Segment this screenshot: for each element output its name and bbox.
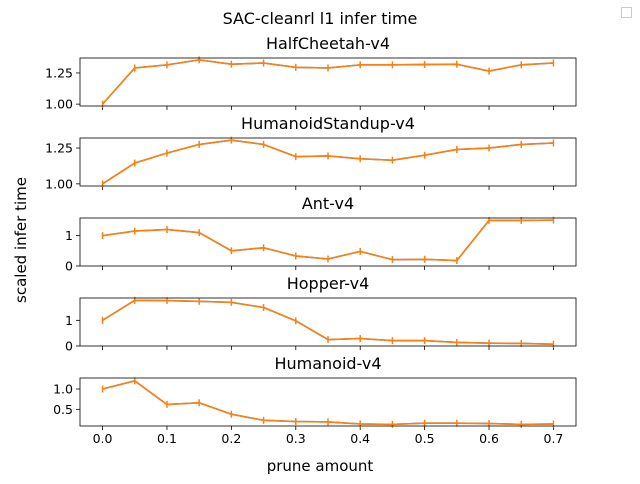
x-tick-label: 0.2: [221, 431, 241, 446]
series-line: [102, 219, 554, 262]
subplot-title: Hopper-v4: [287, 274, 370, 293]
subplot-title: Ant-v4: [302, 194, 354, 213]
series-line: [102, 139, 554, 185]
subplot-title: HumanoidStandup-v4: [241, 114, 415, 133]
y-axis-label: scaled infer time: [12, 177, 30, 303]
subplot-5: Humanoid-v4 0.5 1.0 0.0 0.1 0.2 0.3 0.4 0.5 0.6 0.…: [53, 354, 577, 446]
panels: HalfCheetah-v41.001.25HumanoidStandup-v4…: [45, 34, 577, 446]
y-tick-label: 1.0: [53, 381, 73, 396]
series-line-underlay: [102, 380, 554, 426]
axes-frame: [79, 57, 577, 107]
y-tick-label: 1.00: [45, 176, 73, 191]
x-tick-label: 0.0: [93, 431, 113, 446]
figure-suptitle: SAC-cleanrl l1 infer time: [223, 9, 418, 28]
subplot-4: Hopper-v4 0 1: [65, 274, 577, 354]
x-tick-label: 0.5: [415, 431, 435, 446]
empty-legend-box: [621, 7, 632, 18]
x-tick-label: 0.6: [479, 431, 499, 446]
y-tick-label: 1: [65, 313, 73, 328]
axes-frame: [79, 137, 577, 187]
y-tick-label: 1.25: [45, 65, 73, 80]
series-line-underlay: [102, 219, 554, 262]
subplot-1: HalfCheetah-v4 1.00 1.25: [45, 34, 577, 112]
subplot-3: Ant-v4 0 1: [65, 194, 577, 274]
x-tick-label: 0.7: [544, 431, 564, 446]
y-tick-label: 0: [65, 259, 73, 274]
axes-frame: [79, 377, 577, 427]
x-tick-label: 0.3: [286, 431, 306, 446]
x-tick-label: 0.4: [350, 431, 370, 446]
subplot-title: HalfCheetah-v4: [266, 34, 390, 53]
axes-frame: [79, 297, 577, 347]
y-tick-label: 1: [65, 228, 73, 243]
y-tick-label: 0.5: [53, 402, 73, 417]
subplot-title: Humanoid-v4: [274, 354, 381, 373]
y-tick-label: 1.25: [45, 141, 73, 156]
x-tick-label: 0.1: [157, 431, 177, 446]
subplot-2: HumanoidStandup-v4 1.00 1.25: [45, 114, 577, 191]
series-line-underlay: [102, 139, 554, 185]
x-axis-label: prune amount: [267, 457, 374, 475]
y-tick-label: 0: [65, 339, 73, 354]
axes-frame: [79, 217, 577, 267]
series-line: [102, 380, 554, 426]
y-tick-label: 1.00: [45, 97, 73, 112]
